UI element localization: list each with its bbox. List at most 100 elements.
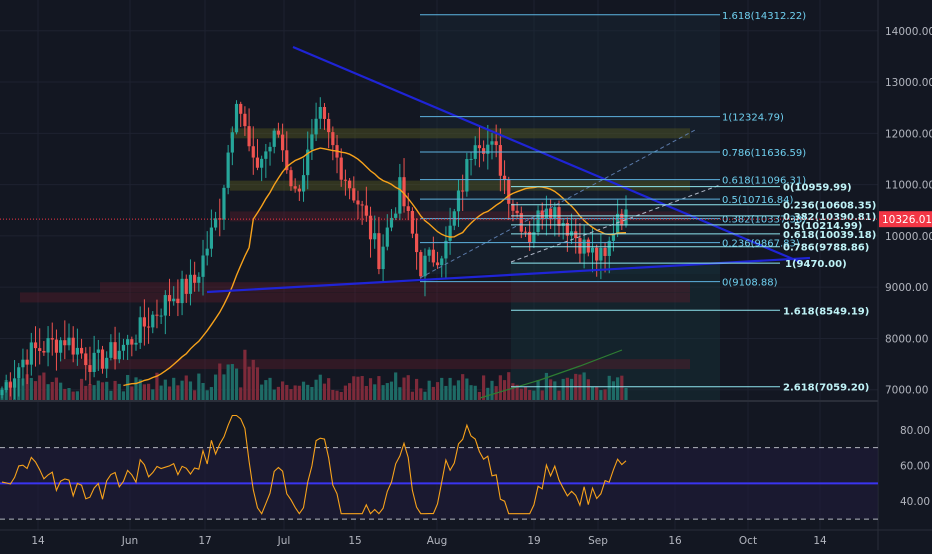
candle-body[interactable] <box>297 188 301 192</box>
candle-body[interactable] <box>398 177 402 214</box>
candle-body[interactable] <box>293 186 297 189</box>
candle-body[interactable] <box>134 342 138 345</box>
candle-body[interactable] <box>260 158 264 168</box>
candle-body[interactable] <box>113 342 117 360</box>
candle-body[interactable] <box>33 342 38 349</box>
candle-body[interactable] <box>255 157 260 168</box>
candle-body[interactable] <box>360 204 364 206</box>
candle-body[interactable] <box>565 222 569 236</box>
candle-body[interactable] <box>590 247 595 253</box>
candle-body[interactable] <box>595 247 599 261</box>
candle-body[interactable] <box>142 317 146 327</box>
candle-body[interactable] <box>0 389 4 396</box>
candle-body[interactable] <box>222 187 226 220</box>
candle-body[interactable] <box>611 233 616 241</box>
candle-body[interactable] <box>289 170 293 187</box>
candle-body[interactable] <box>532 232 536 243</box>
candle-body[interactable] <box>490 141 494 145</box>
candle-body[interactable] <box>226 152 230 188</box>
candle-body[interactable] <box>67 337 71 346</box>
candle-body[interactable] <box>54 339 59 353</box>
candle-body[interactable] <box>29 342 33 365</box>
candle-body[interactable] <box>540 210 544 219</box>
candle-body[interactable] <box>327 118 331 133</box>
candle-body[interactable] <box>25 359 29 365</box>
candle-body[interactable] <box>92 352 96 372</box>
candle-body[interactable] <box>536 210 540 233</box>
candle-body[interactable] <box>385 227 389 247</box>
candle-body[interactable] <box>494 141 498 146</box>
candle-body[interactable] <box>423 255 427 277</box>
candle-body[interactable] <box>105 357 109 369</box>
candle-body[interactable] <box>415 233 419 253</box>
candle-body[interactable] <box>180 278 184 304</box>
fib-diagonal-upper[interactable] <box>419 129 696 279</box>
candle-body[interactable] <box>71 337 75 355</box>
candle-body[interactable] <box>373 233 377 240</box>
fib-diagonal-lower[interactable] <box>510 184 721 263</box>
candle-body[interactable] <box>515 210 519 214</box>
candle-body[interactable] <box>599 247 603 261</box>
candle-body[interactable] <box>482 148 486 154</box>
candle-body[interactable] <box>96 349 100 353</box>
candle-body[interactable] <box>243 113 247 127</box>
candle-body[interactable] <box>247 126 251 147</box>
candle-body[interactable] <box>239 103 243 114</box>
candle-body[interactable] <box>268 146 272 152</box>
candle-body[interactable] <box>557 207 561 226</box>
candle-body[interactable] <box>314 118 318 135</box>
candle-body[interactable] <box>624 209 628 226</box>
candle-body[interactable] <box>301 175 306 192</box>
candle-body[interactable] <box>38 348 42 352</box>
candle-body[interactable] <box>377 233 381 270</box>
candle-body[interactable] <box>461 190 465 192</box>
candle-body[interactable] <box>264 151 268 159</box>
candle-body[interactable] <box>620 213 624 226</box>
candle-body[interactable] <box>163 295 167 316</box>
candle-body[interactable] <box>117 350 121 360</box>
candle-body[interactable] <box>507 179 511 204</box>
candle-body[interactable] <box>251 146 255 158</box>
ascending-trendline[interactable] <box>206 256 811 294</box>
candle-body[interactable] <box>381 246 385 270</box>
candle-body[interactable] <box>544 208 549 219</box>
candle-body[interactable] <box>155 314 159 316</box>
candle-body[interactable] <box>42 351 46 353</box>
candle-body[interactable] <box>331 132 335 146</box>
candle-body[interactable] <box>205 248 209 256</box>
candle-body[interactable] <box>193 274 197 283</box>
candle-body[interactable] <box>306 149 310 176</box>
candle-body[interactable] <box>310 134 314 150</box>
candle-body[interactable] <box>318 107 322 119</box>
candle-body[interactable] <box>46 338 50 353</box>
candle-body[interactable] <box>406 206 410 211</box>
candle-body[interactable] <box>209 227 213 249</box>
candle-body[interactable] <box>352 188 356 201</box>
candle-body[interactable] <box>213 218 218 228</box>
candle-body[interactable] <box>201 255 205 277</box>
candle-body[interactable] <box>272 130 276 147</box>
candle-body[interactable] <box>234 103 239 133</box>
candle-body[interactable] <box>59 340 63 353</box>
candle-body[interactable] <box>511 203 515 211</box>
candle-body[interactable] <box>63 340 67 346</box>
candle-body[interactable] <box>21 359 25 368</box>
candle-body[interactable] <box>498 145 502 176</box>
candle-body[interactable] <box>469 158 473 160</box>
candle-body[interactable] <box>616 213 620 234</box>
candle-body[interactable] <box>347 180 352 189</box>
candle-body[interactable] <box>121 344 126 351</box>
candle-body[interactable] <box>130 339 134 345</box>
candle-body[interactable] <box>486 144 490 154</box>
candle-body[interactable] <box>12 378 17 388</box>
candle-body[interactable] <box>100 349 105 369</box>
candle-body[interactable] <box>519 213 523 232</box>
candle-body[interactable] <box>574 231 578 239</box>
candle-body[interactable] <box>440 258 444 266</box>
candle-body[interactable] <box>578 238 582 254</box>
candle-body[interactable] <box>151 314 155 328</box>
candle-body[interactable] <box>419 252 423 277</box>
candle-body[interactable] <box>188 274 193 294</box>
candle-body[interactable] <box>607 240 611 256</box>
